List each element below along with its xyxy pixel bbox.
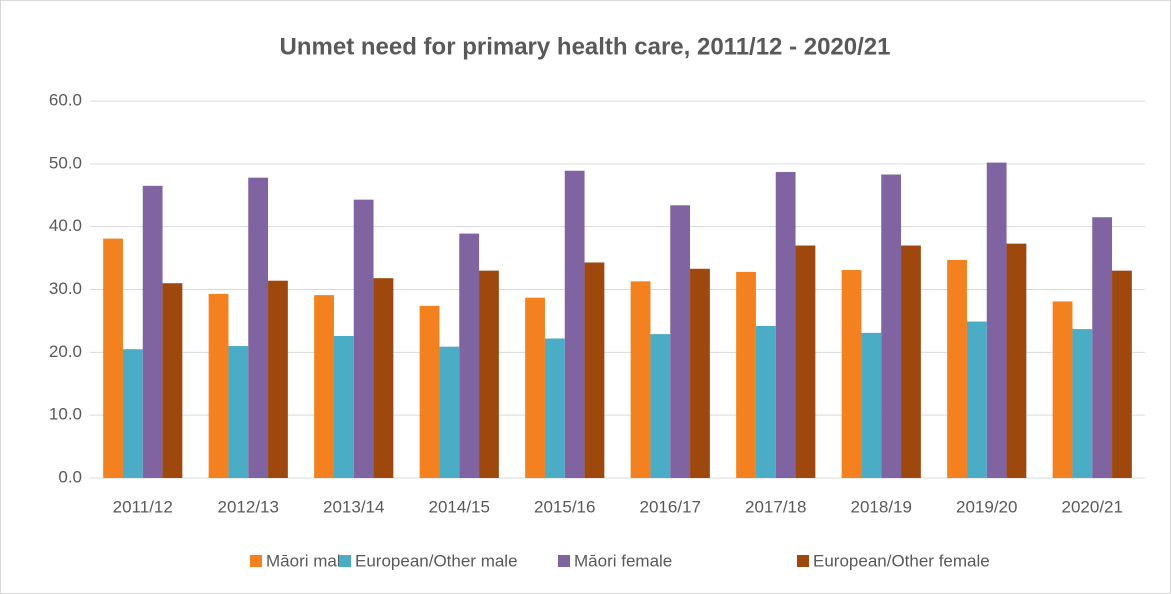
x-tick-label: 2013/14 xyxy=(323,497,384,516)
legend-label: European/Other male xyxy=(355,551,518,570)
bar xyxy=(459,233,480,478)
bar xyxy=(479,270,499,478)
bar xyxy=(314,295,334,478)
bar xyxy=(268,280,288,478)
x-tick-label: 2018/19 xyxy=(851,497,912,516)
y-tick-label: 10.0 xyxy=(49,405,82,424)
bar xyxy=(142,185,163,478)
x-tick-label: 2012/13 xyxy=(218,497,279,516)
bar xyxy=(122,349,143,478)
x-tick-label: 2017/18 xyxy=(745,497,806,516)
chart-title: Unmet need for primary health care, 2011… xyxy=(280,33,891,60)
y-tick-label: 60.0 xyxy=(49,90,82,109)
bar xyxy=(901,245,921,478)
bar xyxy=(736,271,756,478)
x-tick-label: 2016/17 xyxy=(640,497,701,516)
bar xyxy=(248,177,269,478)
bar xyxy=(162,283,183,478)
legend-swatch xyxy=(797,555,809,567)
y-tick-label: 0.0 xyxy=(58,467,82,486)
bar xyxy=(564,170,585,478)
bar xyxy=(373,278,394,478)
bar xyxy=(775,172,796,479)
legend-swatch xyxy=(339,555,351,567)
bar xyxy=(1052,301,1073,478)
bar xyxy=(755,325,776,478)
bar xyxy=(966,321,987,478)
y-tick-label: 40.0 xyxy=(49,216,82,235)
bar xyxy=(861,332,882,478)
x-tick-label: 2011/12 xyxy=(113,497,173,516)
bar xyxy=(650,334,671,478)
bar xyxy=(228,346,249,478)
bar xyxy=(1072,329,1093,478)
bar xyxy=(881,174,902,478)
x-tick-label: 2015/16 xyxy=(534,497,595,516)
legend-swatch xyxy=(558,555,570,567)
legend-swatch xyxy=(250,555,262,567)
x-tick-label: 2019/20 xyxy=(956,497,1017,516)
y-tick-label: 30.0 xyxy=(49,279,82,298)
y-tick-label: 20.0 xyxy=(49,342,82,361)
bar xyxy=(841,270,862,478)
bar xyxy=(1006,243,1027,478)
bar xyxy=(584,262,605,478)
bar xyxy=(630,281,651,478)
bar xyxy=(795,245,816,478)
bar xyxy=(333,335,354,478)
bar xyxy=(103,238,123,478)
bar xyxy=(353,199,374,479)
bar xyxy=(947,259,967,478)
bar xyxy=(544,338,565,478)
legend-label: European/Other female xyxy=(813,551,990,570)
legend-label: Māori female xyxy=(574,551,672,570)
bar xyxy=(208,293,229,478)
bar xyxy=(1092,217,1113,478)
legend-label: Māori male xyxy=(266,551,350,570)
bar xyxy=(1112,270,1132,478)
bar xyxy=(419,305,440,478)
bar xyxy=(986,162,1007,478)
y-tick-label: 50.0 xyxy=(49,153,82,172)
bar xyxy=(525,297,545,478)
bar xyxy=(670,205,691,478)
bar xyxy=(439,346,460,478)
x-tick-label: 2014/15 xyxy=(429,497,490,516)
bar xyxy=(690,268,710,478)
x-tick-label: 2020/21 xyxy=(1062,497,1123,516)
